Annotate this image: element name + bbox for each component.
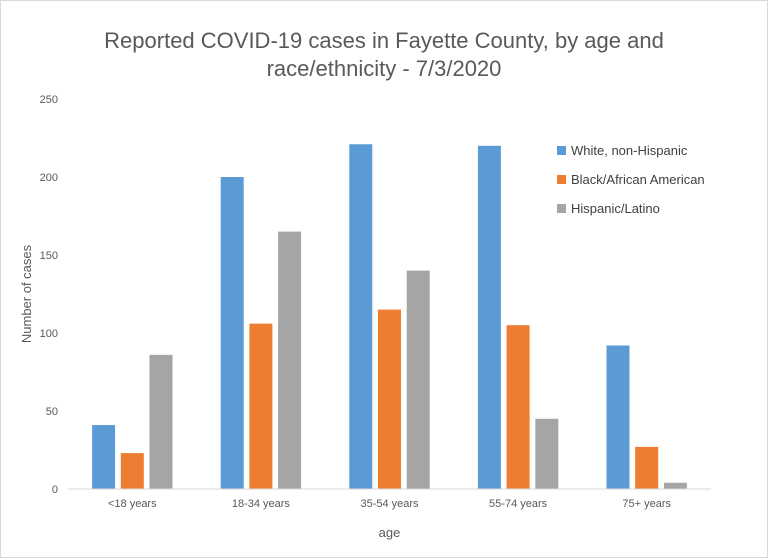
bar	[663, 482, 687, 489]
y-tick-label: 100	[40, 328, 58, 340]
bar	[477, 145, 501, 490]
x-tick-label: <18 years	[108, 498, 157, 510]
y-tick-label: 200	[40, 172, 58, 184]
x-tick-label: 55-74 years	[489, 498, 548, 510]
legend-swatch	[557, 175, 566, 184]
y-axis-title: Number of cases	[19, 244, 34, 343]
y-tick-label: 0	[52, 484, 58, 496]
bar	[120, 453, 144, 489]
chart-title-line-1: Reported COVID-19 cases in Fayette Count…	[104, 28, 664, 53]
bar	[278, 231, 302, 489]
legend-swatch	[557, 146, 566, 155]
legend: White, non-Hispanic Black/African America…	[557, 143, 705, 216]
x-tick-label: 18-34 years	[232, 498, 291, 510]
legend-label: White, non-Hispanic	[571, 143, 688, 158]
legend-label: Hispanic/Latino	[571, 201, 660, 216]
bar	[635, 446, 659, 489]
bar	[249, 323, 273, 489]
y-tick-label: 150	[40, 250, 58, 262]
x-axis-title: age	[379, 525, 401, 540]
x-tick-label: 75+ years	[622, 498, 671, 510]
bar	[535, 418, 559, 489]
y-tick-label: 50	[46, 406, 58, 418]
bar	[92, 425, 116, 489]
y-tick-label: 250	[40, 94, 58, 106]
bar	[220, 177, 244, 489]
bar	[406, 270, 430, 489]
bar	[506, 325, 530, 489]
bar	[378, 309, 401, 489]
bar	[606, 345, 630, 489]
chart-title-line-2: race/ethnicity - 7/3/2020	[266, 56, 502, 81]
legend-swatch	[557, 204, 566, 213]
x-tick-label: 35-54 years	[360, 498, 419, 510]
legend-label: Black/African American	[571, 172, 705, 187]
bar	[349, 144, 373, 490]
bar	[149, 354, 173, 489]
